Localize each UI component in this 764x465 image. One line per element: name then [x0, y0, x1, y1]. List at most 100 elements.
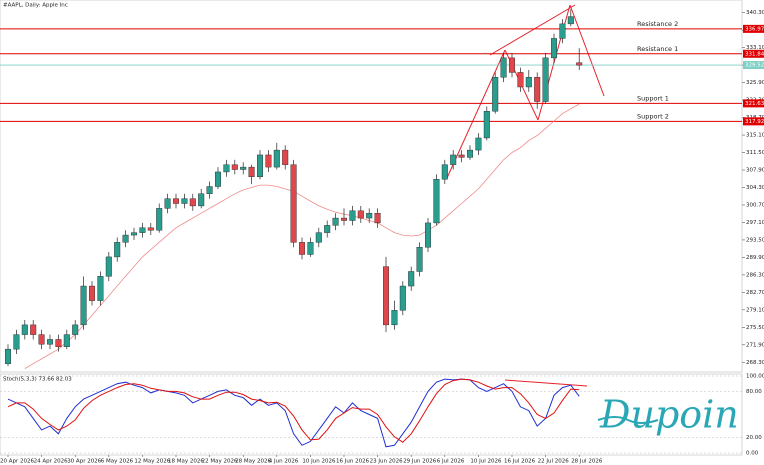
y-tick-label: 304.30: [746, 185, 764, 191]
y-tick-label: 315.10: [746, 133, 764, 139]
level-value: 317.92: [745, 119, 764, 125]
x-tick-label: 29 Jun 2026: [403, 459, 437, 465]
candle-body: [30, 324, 37, 335]
candle-body: [542, 57, 549, 102]
level-value: 336.97: [745, 26, 764, 32]
x-tick-label: 28 Jul 2026: [571, 459, 603, 465]
level-label: Support 2: [637, 112, 669, 120]
current-price-box: [743, 61, 764, 70]
y-tick-label: 0.00: [746, 451, 759, 457]
candle-body: [509, 57, 516, 73]
watermark-logo: Dupoin: [597, 393, 739, 437]
trend-line: [504, 379, 588, 387]
candle-body: [567, 16, 574, 25]
moving-average: [24, 103, 580, 369]
level-box: [743, 117, 764, 126]
level-label: Resistance 2: [637, 20, 678, 28]
x-tick-label: 23 Jun 2026: [370, 459, 404, 465]
candle-body: [189, 198, 196, 207]
y-tick-label: 297.10: [746, 220, 764, 226]
candle-body: [341, 217, 348, 221]
y-tick-label: 275.50: [746, 325, 764, 331]
candle-body: [240, 166, 247, 170]
candle-body: [214, 171, 221, 187]
candle-body: [21, 324, 28, 335]
x-tick-label: 28 May 2026: [235, 459, 271, 465]
main-frame: [0, 0, 743, 373]
level-box: [743, 24, 764, 33]
y-tick-label: 279.10: [746, 307, 764, 313]
candle-body: [114, 242, 121, 258]
y-tick-label: 300.70: [746, 202, 764, 208]
trend-line: [569, 4, 605, 97]
y-tick-label: 282.70: [746, 290, 764, 296]
logo-wave: [597, 416, 659, 424]
candle-body: [164, 198, 171, 209]
candle-body: [332, 217, 339, 226]
stoch-line: [7, 378, 580, 443]
candle-body: [324, 225, 331, 233]
candle-body: [408, 271, 415, 287]
x-tick-label: 22 Jul 2026: [538, 459, 570, 465]
level-box: [743, 49, 764, 58]
candle-body: [156, 208, 163, 231]
candle-body: [467, 149, 474, 158]
stoch-frame: [0, 373, 743, 456]
x-tick-label: 10 Jul 2026: [470, 459, 502, 465]
current-price-label: 329.52: [745, 63, 764, 69]
y-tick-label: 271.90: [746, 342, 764, 348]
level-box: [743, 99, 764, 108]
candle-body: [433, 179, 440, 224]
candle-body: [38, 334, 45, 345]
candle-body: [47, 339, 54, 345]
candle-body: [315, 232, 322, 243]
candle-body: [181, 198, 188, 204]
y-tick-label: 100.00: [746, 374, 764, 380]
y-tick-label: 286.30: [746, 272, 764, 278]
candle-body: [391, 310, 398, 326]
stoch-title: Stoch(5,3,3) 73.66 82.03: [3, 377, 72, 383]
candle-body: [492, 77, 499, 112]
x-tick-label: 30 Apr 2026: [67, 459, 102, 465]
trend-line: [446, 49, 506, 179]
candle-body: [357, 210, 364, 219]
x-tick-label: 16 Jul 2026: [504, 459, 536, 465]
candle-body: [525, 77, 532, 88]
candle-body: [139, 227, 146, 233]
candle-body: [265, 154, 272, 168]
level-value: 331.84: [745, 51, 764, 57]
candle-body: [172, 198, 179, 204]
y-tick-label: 333.10: [746, 45, 764, 51]
candle-body: [383, 266, 390, 326]
candle-body: [147, 227, 154, 231]
y-tick-label: 80.00: [746, 389, 762, 395]
chart-title: #AAPL, Daily: Apple Inc: [3, 3, 68, 9]
candle-body: [551, 38, 558, 59]
candle-body: [130, 232, 137, 236]
candle-body: [105, 256, 112, 277]
x-tick-label: 18 May 2026: [168, 459, 204, 465]
candle-body: [576, 62, 583, 66]
level-label: Resistance 1: [637, 45, 678, 53]
watermark: Dupoin: [599, 393, 739, 437]
candle-body: [248, 166, 255, 178]
candle-body: [425, 222, 432, 248]
y-tick-label: 268.30: [746, 360, 764, 366]
candle-body: [450, 154, 457, 165]
trend-line: [489, 4, 576, 56]
x-tick-label: 16 Jun 2026: [336, 459, 370, 465]
candle-body: [517, 72, 524, 88]
candle-body: [475, 137, 482, 151]
candle-body: [349, 210, 356, 221]
x-tick-label: 6 Jul 2026: [437, 459, 465, 465]
candle-body: [441, 164, 448, 180]
candle-body: [4, 348, 11, 364]
candle-body: [122, 234, 129, 243]
candle-body: [72, 324, 79, 335]
candle-body: [290, 164, 297, 243]
y-tick-label: 340.30: [746, 10, 764, 16]
candle-body: [257, 154, 264, 178]
x-tick-label: 10 Jun 2026: [302, 459, 336, 465]
candle-body: [299, 242, 306, 255]
